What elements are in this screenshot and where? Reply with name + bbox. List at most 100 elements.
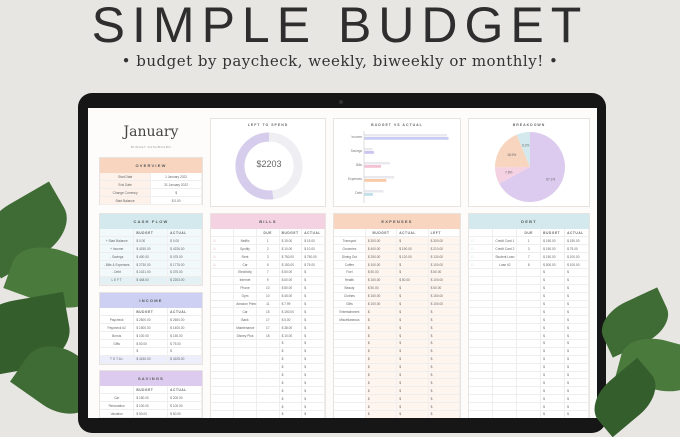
table-cell [516,394,542,404]
table-cell: $ 5.00 [279,315,303,325]
income-panel: INCOME BUDGET ACTUAL Paycheck $ 2500.00 $ 26… [99,292,203,365]
paid-checkbox[interactable] [469,331,494,340]
paid-checkbox[interactable] [469,371,494,380]
paid-checkbox[interactable] [469,292,494,301]
paid-checkbox[interactable] [211,394,235,404]
bills-row: ☑ Netflix 1 $ 15.00 $ 15.00 [211,236,325,246]
paid-checkbox[interactable] [469,315,494,325]
paid-checkbox[interactable] [211,402,235,411]
table-cell: $ [279,347,303,356]
table-cell: $ 300.00 [428,236,461,246]
expenses-row: $ $ $ [334,394,461,404]
breakdown-pie-chart: 67.1% 7.8% 18.9% 6.2% [495,132,565,202]
table-cell [492,371,518,380]
table-cell: $ [564,339,589,348]
paid-checkbox[interactable] [211,331,235,340]
table-cell: $ [396,378,429,388]
paid-checkbox[interactable] [469,402,494,411]
table-cell: $ 1775.00 [167,260,202,269]
paid-checkbox[interactable] [211,323,235,333]
table-cell: $ [564,386,589,396]
bills-row: $ $ [211,363,325,372]
column-header: ACTUAL [167,229,202,238]
expenses-row: $ $ $ [334,363,461,372]
paid-checkbox[interactable] [469,347,494,356]
table-cell: 7 [516,252,542,262]
paid-checkbox[interactable] [469,307,494,317]
expenses-row: $ $ $ [334,386,461,396]
paid-checkbox[interactable] [211,410,235,418]
paid-checkbox[interactable] [469,363,494,372]
table-cell: $ [564,292,589,301]
paid-checkbox[interactable] [469,300,494,309]
paid-checkbox[interactable] [469,323,494,333]
paid-checkbox[interactable] [211,347,235,356]
paid-checkbox[interactable] [469,386,494,396]
budget-vs-actual-chart: Income Savings Bills Expenses Debt [348,131,449,203]
table-cell: $ [540,268,566,277]
table-cell: $ [301,331,325,340]
expenses-panel: EXPENSES BUDGET ACTUAL LEFT Transport $ 300.… [333,213,461,418]
paid-checkbox[interactable]: ☑ [211,236,235,246]
table-cell: $ 100.00 [428,276,461,285]
pie-slice [495,134,530,168]
debt-row: $ $ [469,307,589,317]
paid-checkbox[interactable] [469,284,494,293]
pie-slice-label: 6.2% [522,143,529,147]
bills-row: Bank 17 $ 5.00 $ [211,315,325,325]
table-cell [492,284,518,293]
paid-checkbox[interactable] [211,363,235,372]
table-cell: Transport [334,236,366,246]
table-cell: L E F T [100,276,135,285]
paid-checkbox[interactable] [469,339,494,348]
savings-column-headers: BUDGET ACTUAL [100,386,202,395]
paid-checkbox[interactable] [211,355,235,364]
paid-checkbox[interactable]: ☑ [211,252,235,262]
paid-checkbox[interactable] [211,371,235,380]
table-cell: Start Balance [100,196,152,206]
paid-checkbox[interactable] [211,386,235,396]
table-cell: $ [133,347,169,356]
paid-checkbox[interactable] [211,315,235,325]
table-cell: $ [365,323,398,333]
table-cell: $ [564,371,589,380]
table-cell: $ [301,276,325,285]
paid-checkbox[interactable]: ☑ [211,260,235,269]
expenses-row: Gifts $ 100.00 $ $ 100.00 [334,300,461,309]
paid-checkbox[interactable] [211,300,235,309]
paid-checkbox[interactable] [469,268,494,277]
column-header: ACTUAL [396,229,429,238]
paid-checkbox[interactable] [211,307,235,317]
expenses-row: $ $ $ [334,371,461,380]
table-cell: $ [540,292,566,301]
cash_flow-row: - Savings $ 400.00 $ 475.00 [100,252,202,262]
paid-checkbox[interactable] [469,276,494,285]
paid-checkbox[interactable] [469,355,494,364]
table-cell: Groceries [334,244,366,254]
expenses-row: Fuel $ 50.00 $ $ 50.00 [334,268,461,277]
paid-checkbox[interactable] [211,292,235,301]
paid-checkbox[interactable] [211,339,235,348]
paid-checkbox[interactable]: ☐ [469,260,494,269]
debt-column-headers: DUE BUDGET ACTUAL [469,229,589,238]
paid-checkbox[interactable]: ☐ [469,236,494,246]
paid-checkbox[interactable] [469,394,494,404]
paid-checkbox[interactable] [211,378,235,388]
paid-checkbox[interactable] [211,284,235,293]
table-cell: $ 200.00 [167,393,202,403]
debt-row: $ $ [469,276,589,285]
table-cell: $ [396,284,429,293]
column-header: ACTUAL [564,229,589,238]
paid-checkbox[interactable] [469,410,494,418]
table-cell: Credit Card 2 [492,244,518,254]
paid-checkbox[interactable] [211,276,235,285]
table-cell: 3 [256,252,280,262]
paid-checkbox[interactable]: ☑ [211,244,235,254]
bills-row: ☑ Rent 3 $ 750.00 $ 750.00 [211,252,325,262]
paid-checkbox[interactable]: ☐ [469,252,494,262]
paid-checkbox[interactable] [211,268,235,277]
paid-checkbox[interactable] [469,378,494,388]
expenses-row: Beauty $ 50.00 $ $ 50.00 [334,284,461,293]
table-cell [256,371,280,380]
paid-checkbox[interactable]: ☐ [469,244,494,254]
